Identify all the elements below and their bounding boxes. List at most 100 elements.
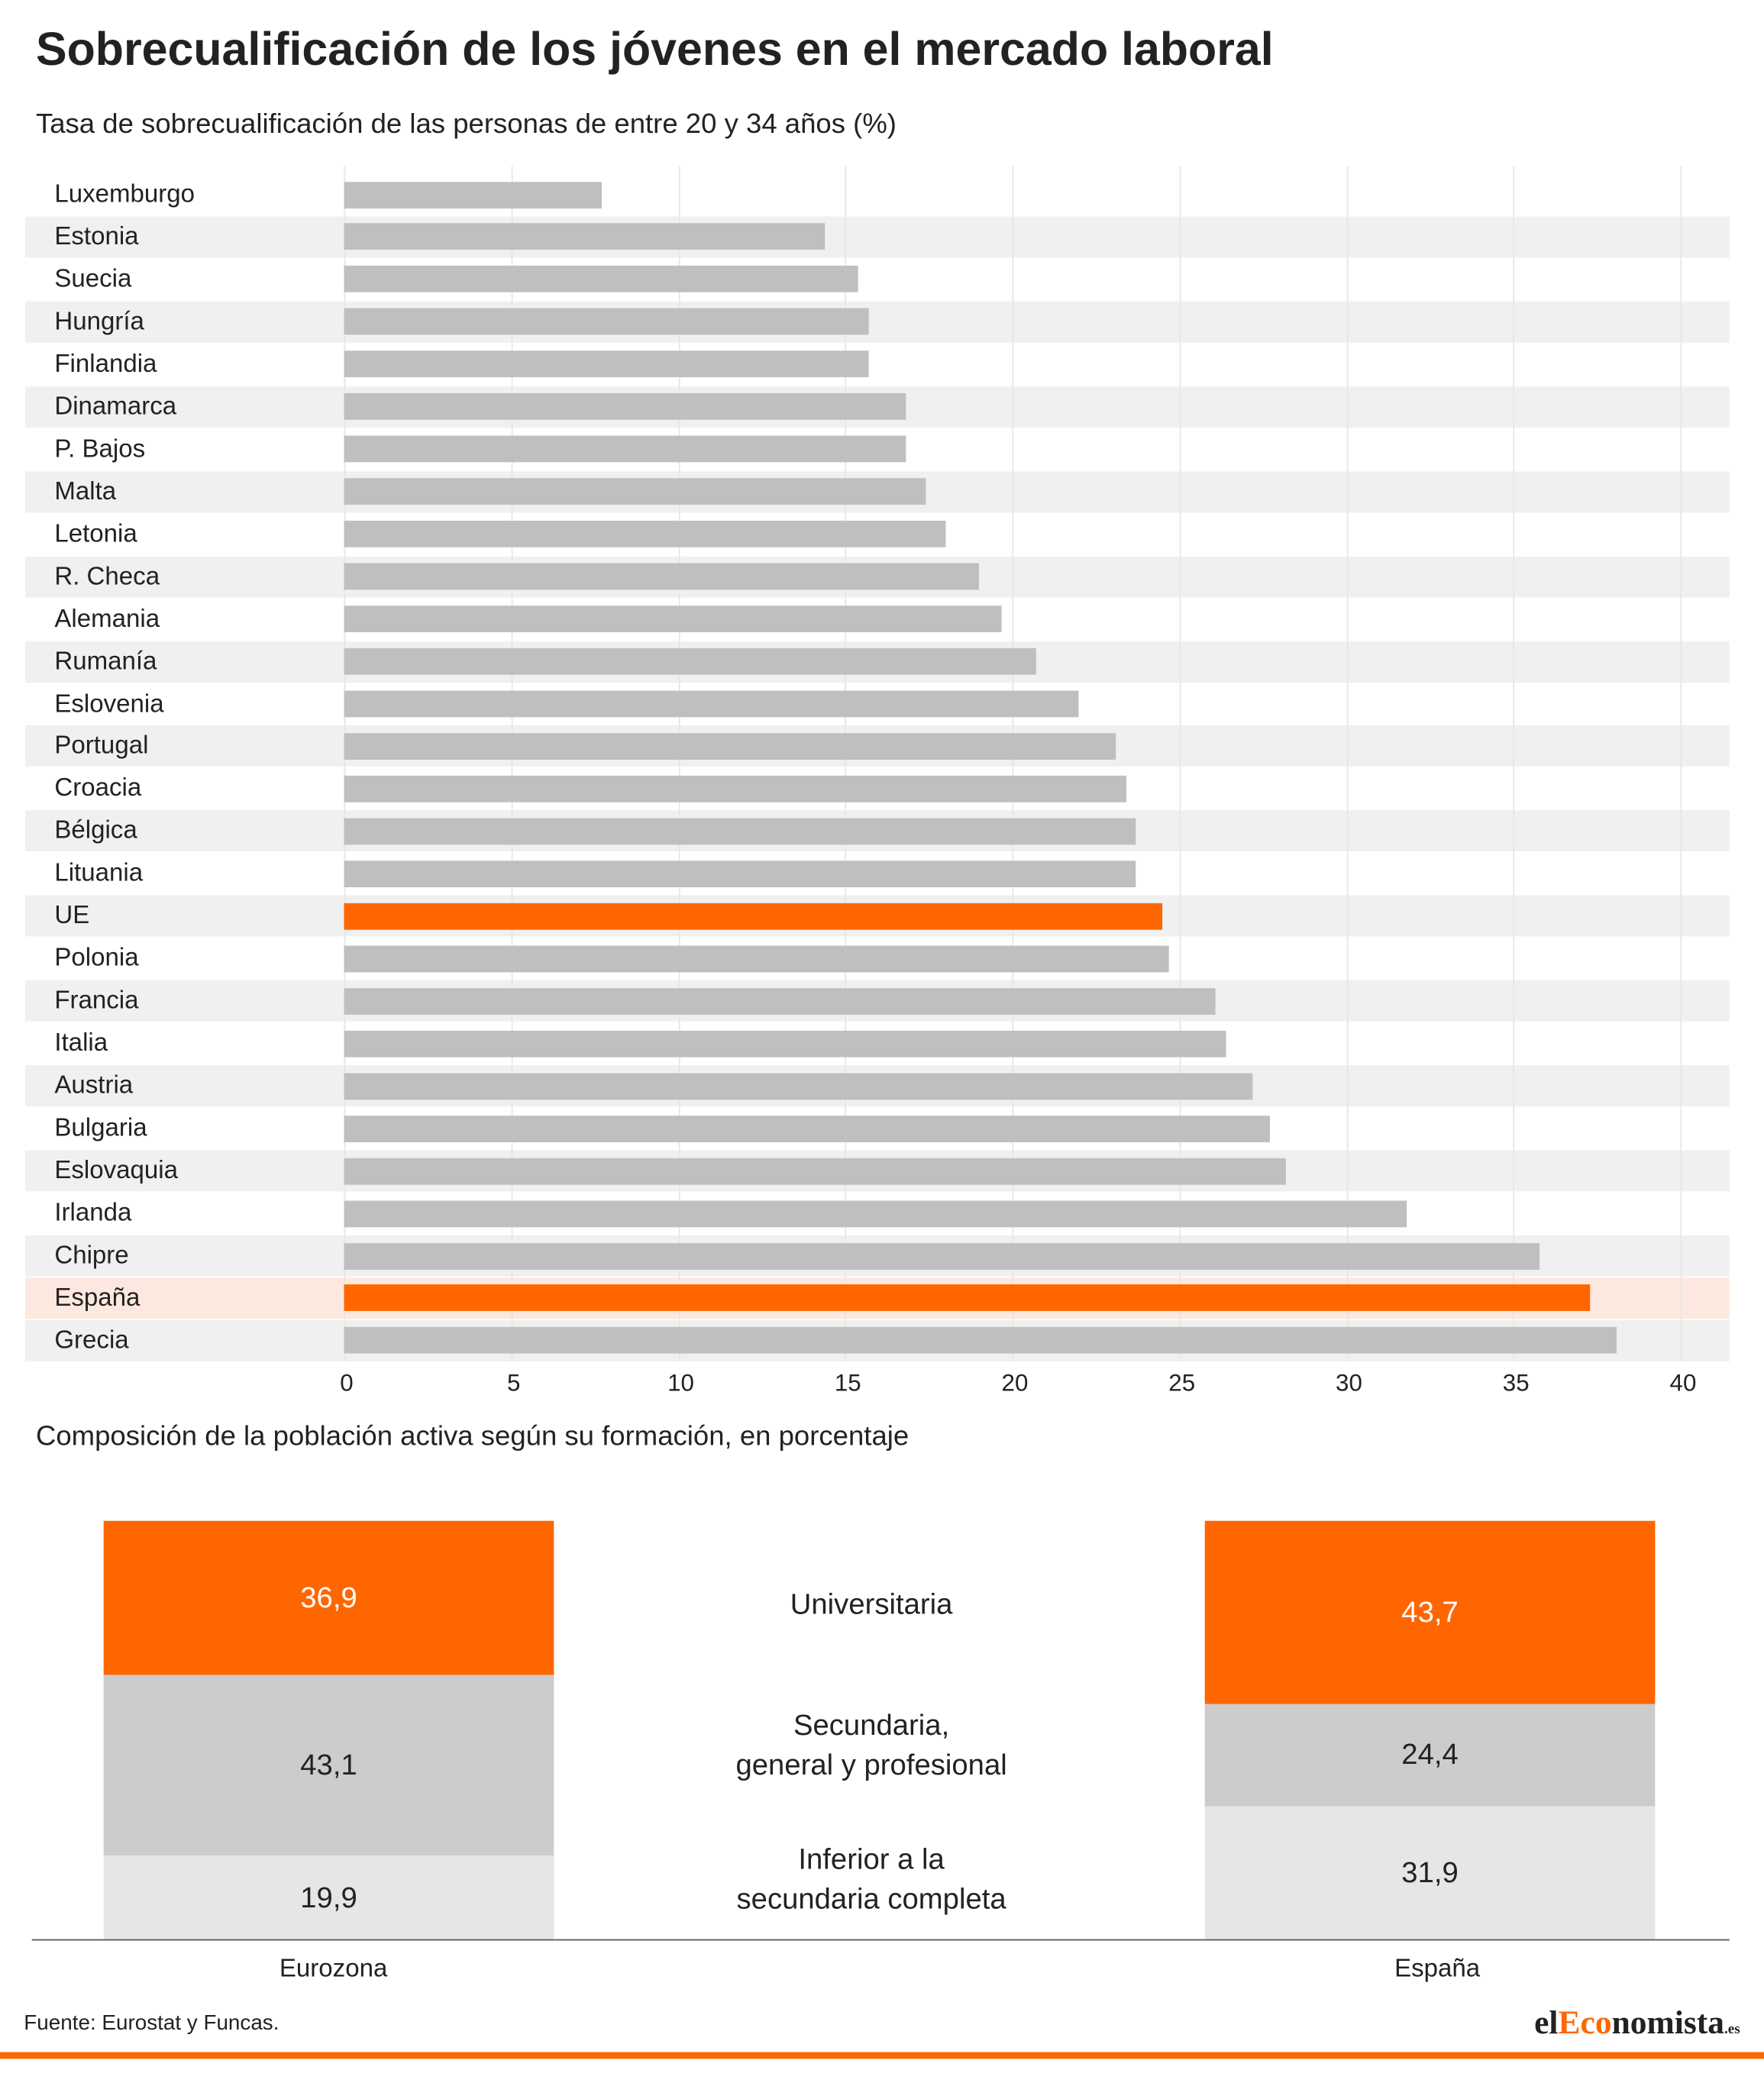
bar-dinamarca: [344, 393, 906, 421]
logo-part: nomista: [1611, 2005, 1724, 2042]
x-tick-label: 0: [340, 1369, 354, 1397]
segment-value-label: 43,7: [1401, 1594, 1459, 1629]
category-label: Croacia: [54, 774, 142, 803]
x-tick-label: 5: [507, 1369, 521, 1397]
segment-espa-a-0: 43,7: [1204, 1520, 1656, 1704]
category-label: Suecia: [54, 265, 132, 294]
bar-italia: [344, 1030, 1226, 1058]
category-label: R. Checa: [54, 562, 160, 591]
category-label: Hungría: [54, 308, 144, 336]
bar-espa-a: [344, 1284, 1591, 1312]
legend-inferior-line1: Inferior a la: [798, 1842, 945, 1876]
bar-luxemburgo: [344, 181, 602, 208]
segment-value-label: 19,9: [300, 1880, 357, 1913]
category-label: Portugal: [54, 732, 149, 761]
x-tick-label: 40: [1669, 1369, 1697, 1397]
bar-chart-subtitle: Tasa de sobrecualificación de las person…: [35, 108, 897, 140]
bar-croacia: [344, 775, 1126, 803]
bar-eslovaquia: [344, 1158, 1287, 1184]
category-label: Eslovenia: [54, 689, 164, 719]
segment-value-label: 43,1: [300, 1748, 357, 1781]
x-tick-label: 10: [667, 1369, 694, 1397]
category-label: Polonia: [54, 945, 139, 973]
legend-inferior: Inferior a la secundaria completa: [606, 1839, 1137, 1919]
category-label: Alemania: [54, 605, 160, 634]
category-label: Eslovaquia: [54, 1157, 179, 1185]
category-label: Letonia: [54, 520, 137, 548]
x-tick-label: 35: [1502, 1369, 1530, 1397]
bar-grecia: [344, 1327, 1617, 1355]
segment-value-label: 24,4: [1401, 1737, 1459, 1771]
bar-hungr-a: [344, 308, 869, 336]
segment-eurozona-1: 43,1: [103, 1674, 554, 1856]
bar-bulgaria: [344, 1115, 1270, 1142]
bar-chipre: [344, 1242, 1540, 1270]
segment-value-label: 31,9: [1401, 1855, 1459, 1889]
x-tick-label: 30: [1336, 1369, 1362, 1397]
bar-b-lgica: [344, 818, 1136, 845]
bar-alemania: [344, 606, 1003, 633]
legend-inferior-line2: secundaria completa: [736, 1881, 1006, 1916]
gridline: [1179, 166, 1181, 1361]
gridline: [845, 166, 847, 1361]
bar-ue: [344, 903, 1163, 930]
segment-eurozona-0: 36,9: [103, 1520, 554, 1675]
legend-secundaria: Secundaria, general y profesional: [606, 1706, 1137, 1785]
footer-accent-line: [0, 2052, 1764, 2059]
category-label: Dinamarca: [54, 392, 177, 421]
x-tick-label: 15: [834, 1369, 861, 1397]
category-label: Rumanía: [54, 648, 157, 676]
segment-espa-a-2: 31,9: [1204, 1805, 1656, 1939]
bar-irlanda: [344, 1200, 1407, 1227]
bar-lituania: [344, 860, 1136, 887]
bar-p-bajos: [344, 435, 906, 463]
category-label: Grecia: [54, 1326, 129, 1355]
row-band: [25, 216, 1730, 258]
segment-value-label: 36,9: [300, 1581, 357, 1614]
category-label: UE: [54, 902, 90, 931]
segment-espa-a-1: 24,4: [1204, 1704, 1656, 1806]
bar-estonia: [344, 224, 825, 250]
category-label: Bulgaria: [54, 1114, 147, 1143]
logo-part: el: [1534, 2005, 1559, 2042]
category-label: Francia: [54, 987, 139, 1016]
x-tick-label: 25: [1168, 1369, 1196, 1397]
bar-finlandia: [344, 350, 869, 378]
logo-suffix: .es: [1724, 2021, 1740, 2038]
legend-universitaria: Universitaria: [790, 1587, 953, 1621]
gridline: [1346, 166, 1348, 1361]
category-label: Luxemburgo: [54, 180, 195, 209]
bar-eslovenia: [344, 690, 1079, 718]
bar-suecia: [344, 266, 859, 293]
category-label: Estonia: [54, 223, 139, 251]
legend-secundaria-line2: general y profesional: [735, 1748, 1007, 1781]
gridline: [1680, 166, 1682, 1361]
bar-letonia: [344, 521, 945, 547]
category-label: Irlanda: [54, 1199, 132, 1228]
stacked-chart-subtitle: Composición de la población activa según…: [35, 1421, 909, 1452]
eleconomista-logo: elEconomista.es: [1534, 2006, 1740, 2043]
category-label: España: [54, 1284, 141, 1313]
bar-austria: [344, 1072, 1253, 1100]
bar-malta: [344, 478, 926, 505]
bar-francia: [344, 987, 1216, 1015]
gridline: [511, 166, 513, 1361]
legend-secundaria-line1: Secundaria,: [793, 1707, 950, 1742]
category-label: Chipre: [54, 1242, 129, 1270]
bar-r-checa: [344, 563, 979, 590]
category-label: Bélgica: [54, 817, 137, 846]
category-label: Finlandia: [54, 350, 157, 379]
chart-title: Sobrecualificación de los jóvenes en el …: [35, 24, 1274, 76]
gridline: [344, 166, 346, 1361]
bar-polonia: [344, 945, 1170, 972]
baseline: [31, 1939, 1730, 1941]
source-note: Fuente: Eurostat y Funcas.: [24, 2012, 279, 2035]
x-tick-label: 20: [1001, 1369, 1029, 1397]
gridline: [678, 166, 680, 1361]
category-label: Malta: [54, 477, 117, 506]
category-label: Italia: [54, 1029, 108, 1058]
gridline: [1513, 166, 1515, 1361]
gridline: [1012, 166, 1014, 1361]
category-label: Lituania: [54, 860, 144, 888]
